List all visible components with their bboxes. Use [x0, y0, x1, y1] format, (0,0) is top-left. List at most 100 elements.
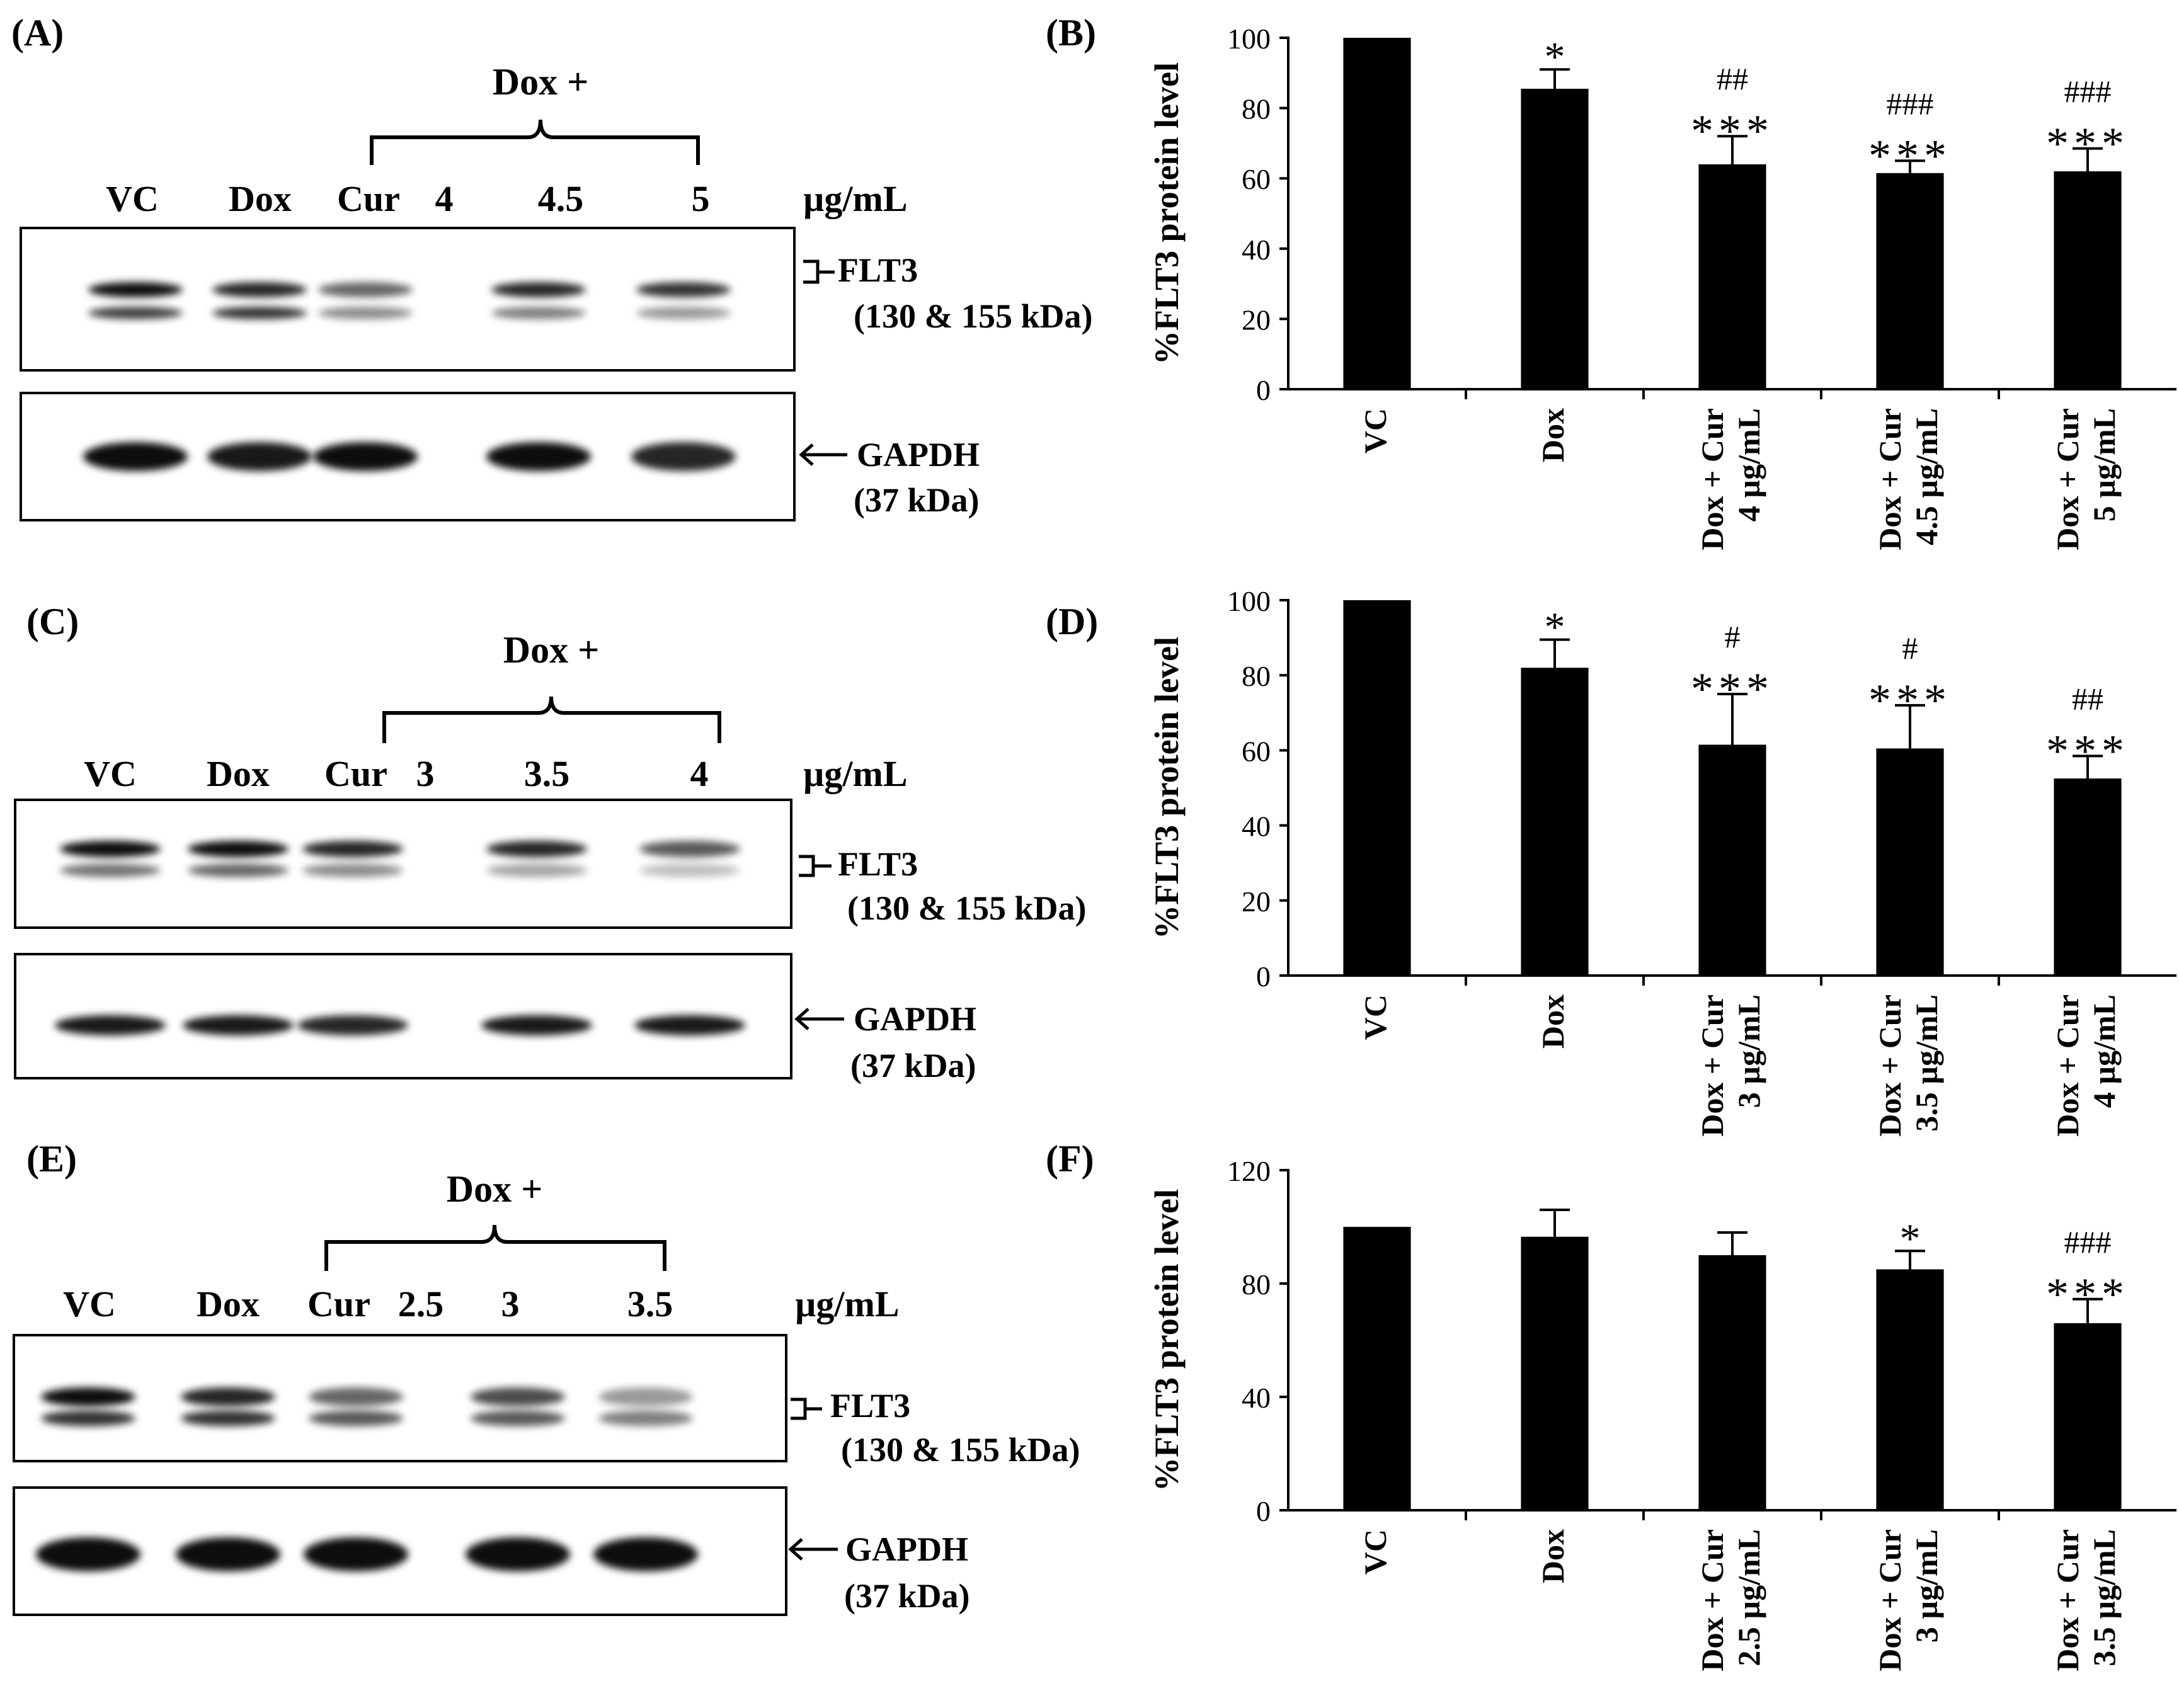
- panel-a-treatment-bracket: [370, 119, 700, 165]
- bar: [2054, 171, 2122, 389]
- x-category-label: VC: [1358, 408, 1393, 453]
- flt3-upper-band: [318, 282, 413, 297]
- lane-label: Cur: [337, 178, 400, 219]
- flt3-lower-band: [318, 307, 413, 319]
- y-tick-label: 0: [1256, 960, 1271, 993]
- x-category-label: Dox + Cur: [2050, 994, 2085, 1137]
- panel-e-treatment-bracket: [324, 1224, 666, 1271]
- arrow-left-icon: [788, 1538, 838, 1561]
- flt3-bracket-icon: [791, 1398, 822, 1420]
- control-name: GAPDH: [854, 1000, 976, 1038]
- bar: [1698, 744, 1766, 976]
- lane-label: Cur: [324, 753, 387, 794]
- significance-star: ***: [1691, 664, 1774, 714]
- flt3-lower-band: [309, 1410, 403, 1426]
- bar: [2054, 1323, 2122, 1510]
- target-mw: (130 & 155 kDa): [847, 889, 1086, 927]
- panel-c-gapdh-membrane: [14, 953, 792, 1079]
- arrow-left-icon: [799, 443, 847, 466]
- arrow-left-icon: [794, 1008, 844, 1030]
- y-tick-label: 40: [1242, 811, 1271, 843]
- flt3-lower-band: [471, 1410, 565, 1426]
- control-mw: (37 kDa): [844, 1577, 970, 1615]
- x-category-label: 5 µg/mL: [2086, 408, 2122, 521]
- y-tick-label: 80: [1242, 1268, 1271, 1301]
- lane-label: 2.5: [398, 1284, 444, 1324]
- panel-a-blot: (A) Dox + VC Dox Cur 4 4.5 5 µg/mL FLT3 …: [11, 12, 1092, 521]
- flt3-upper-band: [60, 841, 161, 857]
- x-category-label: Dox + Cur: [1695, 408, 1730, 550]
- panel-letter: (F): [1046, 1138, 1094, 1180]
- panel-e-lane-labels: VC Dox Cur 2.5 3 3.5 µg/mL: [63, 1284, 899, 1324]
- bar: [1521, 1236, 1589, 1510]
- x-category-label: 3 µg/mL: [1731, 994, 1766, 1108]
- flt3-upper-band: [491, 282, 586, 297]
- y-axis-label: %FLT3 protein level: [1148, 1189, 1186, 1491]
- flt3-upper-band: [309, 1387, 403, 1406]
- flt3-upper-band: [636, 282, 731, 297]
- gapdh-band: [297, 1015, 408, 1035]
- unit-label: µg/mL: [795, 1284, 900, 1324]
- control-mw: (37 kDa): [854, 481, 980, 519]
- y-tick-label: 20: [1242, 304, 1271, 336]
- lane-label: 5: [692, 178, 710, 219]
- significance-star: ***: [1691, 106, 1774, 156]
- flt3-lower-band: [636, 307, 731, 319]
- flt3-lower-band: [188, 863, 289, 877]
- significance-star: ***: [2046, 726, 2129, 776]
- gapdh-band: [183, 1015, 294, 1035]
- bar: [1698, 164, 1766, 389]
- panel-c-gapdh-bands: [55, 1015, 745, 1035]
- panel-f-chart: (F) %FLT3 protein level 0 40 80 120 VC Dox Dox +…: [1046, 1138, 2176, 1671]
- gapdh-band: [631, 442, 736, 471]
- flt3-upper-band: [598, 1387, 693, 1406]
- significance-star: ***: [1868, 130, 1952, 181]
- gapdh-band: [593, 1537, 698, 1571]
- gapdh-band: [304, 1537, 408, 1571]
- bar: [1876, 173, 1944, 389]
- gapdh-band: [55, 1015, 166, 1035]
- target-name: FLT3: [830, 1387, 910, 1425]
- bar: [1343, 1227, 1411, 1510]
- flt3-lower-band: [88, 307, 183, 319]
- lane-label: 4: [435, 178, 454, 219]
- panel-c-flt3-bands: [60, 841, 740, 877]
- panel-a-gapdh-bands: [83, 442, 736, 471]
- panel-a-flt3-membrane: [20, 227, 796, 372]
- y-tick-label: 100: [1227, 585, 1271, 617]
- y-tick-label: 40: [1242, 234, 1271, 266]
- x-category-label: Dox + Cur: [1872, 1529, 1907, 1671]
- lane-label: 3: [501, 1284, 520, 1324]
- x-category-label: VC: [1358, 994, 1393, 1040]
- flt3-upper-band: [41, 1387, 135, 1406]
- lane-label: 4: [690, 753, 709, 794]
- control-name: GAPDH: [857, 436, 980, 474]
- lane-label: VC: [106, 178, 159, 219]
- significance-star: ***: [1868, 675, 1952, 726]
- control-mw: (37 kDa): [850, 1047, 976, 1085]
- unit-label: µg/mL: [803, 753, 908, 794]
- flt3-upper-band: [471, 1387, 565, 1406]
- x-category-label: Dox + Cur: [1872, 408, 1907, 550]
- flt3-upper-band: [212, 282, 307, 297]
- x-category-label: Dox + Cur: [1872, 994, 1907, 1137]
- flt3-upper-band: [486, 841, 587, 857]
- bar: [1876, 748, 1944, 976]
- target-mw: (130 & 155 kDa): [854, 297, 1092, 335]
- x-category-label: Dox: [1535, 1529, 1570, 1583]
- significance-hash: #: [1902, 630, 1918, 666]
- gapdh-band: [634, 1015, 745, 1035]
- panel-d-chart: (D) %FLT3 protein level 0 20 40 60 80 100 VC * Dox…: [1046, 585, 2176, 1137]
- x-category-label: 3.5 µg/mL: [2086, 1529, 2122, 1666]
- bar: [2054, 778, 2122, 976]
- lane-label: Dox: [207, 753, 270, 794]
- panel-letter: (B): [1046, 12, 1096, 54]
- significance-hash: #: [1725, 619, 1741, 654]
- lane-label: 4.5: [538, 178, 584, 219]
- x-category-label: 3 µg/mL: [1909, 1529, 1944, 1643]
- x-category-label: 4 µg/mL: [2086, 994, 2122, 1108]
- lane-label: Cur: [307, 1284, 370, 1324]
- flt3-lower-band: [639, 863, 740, 877]
- y-tick-label: 120: [1227, 1155, 1271, 1187]
